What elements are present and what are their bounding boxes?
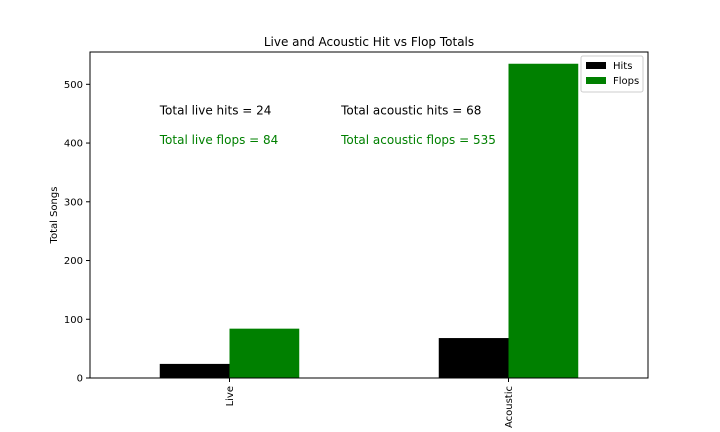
plot-frame <box>89 51 649 379</box>
annotation-2: Total acoustic hits = 68 <box>340 104 481 118</box>
y-tick-label: 200 <box>64 256 83 267</box>
legend: Hits Flops <box>580 55 644 93</box>
y-tick-label: 300 <box>64 197 83 208</box>
legend-swatch-flops <box>586 77 606 84</box>
y-tick-label: 100 <box>64 315 83 326</box>
annotation-3: Total acoustic flops = 535 <box>340 133 496 147</box>
chart-title: Live and Acoustic Hit vs Flop Totals <box>264 35 474 49</box>
annotation-0: Total live hits = 24 <box>159 104 272 118</box>
plot-area: 0 100 200 300 400 500 Live Acoustic Total live h… <box>64 63 579 428</box>
legend-swatch-hits <box>586 62 606 69</box>
y-tick-label: 400 <box>64 139 83 150</box>
annotation-1: Total live flops = 84 <box>159 133 279 147</box>
bar-hits-acoustic <box>438 338 509 378</box>
y-axis-label: Total Songs <box>49 187 60 245</box>
x-tick-label-acoustic: Acoustic <box>504 386 515 428</box>
bar-flops-live <box>229 328 300 378</box>
bar-hits-live <box>159 363 230 378</box>
y-tick-label: 500 <box>64 80 83 91</box>
legend-label-flops: Flops <box>613 76 639 87</box>
bar-flops-acoustic <box>508 63 579 379</box>
legend-label-hits: Hits <box>613 61 632 72</box>
x-tick-label-live: Live <box>225 386 236 406</box>
y-tick-label: 0 <box>77 374 83 385</box>
